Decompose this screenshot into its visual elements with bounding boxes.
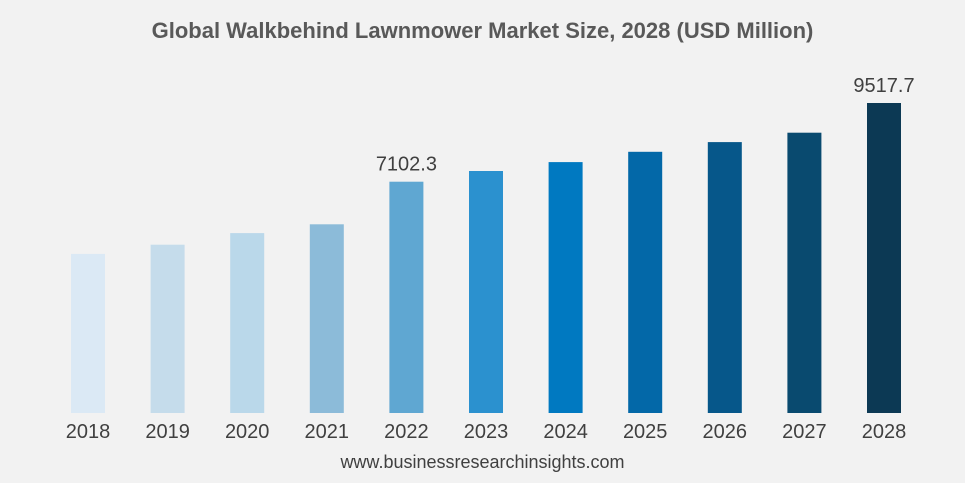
x-tick-label: 2018 xyxy=(66,421,111,443)
x-tick-label: 2025 xyxy=(623,421,668,443)
data-label: 9517.7 xyxy=(853,75,914,97)
x-tick-label: 2019 xyxy=(145,421,190,443)
data-label-group: 7102.3 9517.7 xyxy=(376,75,915,176)
bar-2025 xyxy=(628,151,663,414)
bar-2026 xyxy=(707,142,742,413)
x-tick-label: 2021 xyxy=(305,421,350,443)
bar-2019 xyxy=(150,244,185,413)
x-tick-label: 2026 xyxy=(703,421,748,443)
bar-2020 xyxy=(230,233,265,413)
x-tick-label: 2028 xyxy=(862,421,907,443)
chart-title: Global Walkbehind Lawnmower Market Size,… xyxy=(151,18,814,43)
x-tick-label: 2027 xyxy=(782,421,827,443)
x-axis-ticks: 2018 2019 2020 2021 2022 2023 2024 2025 2026 2027… xyxy=(66,421,907,443)
bar-2023 xyxy=(469,171,503,413)
bar-2022 xyxy=(389,181,424,413)
bar-2018 xyxy=(71,253,105,413)
source-url: www.businessresearchinsights.com xyxy=(340,452,625,472)
x-tick-label: 2024 xyxy=(543,421,588,443)
x-tick-label: 2023 xyxy=(464,421,509,443)
x-tick-label: 2020 xyxy=(225,421,270,443)
bar-group xyxy=(71,103,901,414)
x-tick-label: 2022 xyxy=(384,421,429,443)
bar-2027 xyxy=(787,132,822,413)
bar-2021 xyxy=(309,224,344,413)
bar-2024 xyxy=(548,162,583,413)
bar-2028 xyxy=(867,103,901,413)
data-label: 7102.3 xyxy=(376,154,437,176)
